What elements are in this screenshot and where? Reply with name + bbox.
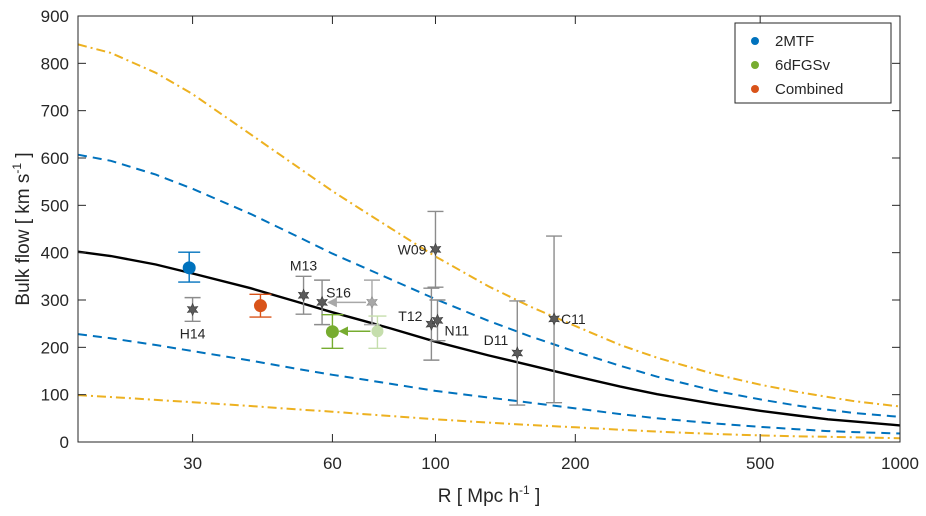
legend-label-2mtf: 2MTF	[775, 33, 814, 50]
x-tick-label-60: 60	[323, 454, 342, 473]
legend-label-combined: Combined	[775, 81, 843, 98]
literature-d11-label: D11	[484, 332, 509, 348]
curve-upper-1-sigma	[77, 153, 901, 418]
literature-s16-marker	[316, 295, 328, 310]
y-tick-label-800: 800	[41, 54, 69, 73]
point-combined-marker	[253, 299, 267, 313]
x-tick-label-500: 500	[746, 454, 774, 473]
literature-h14-marker	[186, 302, 199, 317]
curve-lower-1-sigma	[77, 333, 901, 435]
curve-upper-2-sigma	[77, 43, 901, 408]
y-tick-label-300: 300	[41, 291, 69, 310]
literature-n11-marker	[431, 313, 444, 328]
y-tick-label-0: 0	[60, 433, 69, 452]
y-axis-title: Bulk flow [ km s-1 ]	[10, 152, 34, 305]
literature-w09-marker	[429, 242, 442, 257]
literature-s16-label: S16	[326, 284, 351, 300]
legend: 2MTF 6dFGSv Combined	[734, 22, 892, 104]
y-tick-label-700: 700	[41, 102, 69, 121]
y-tick-label-100: 100	[41, 386, 69, 405]
curve-lower-2-sigma	[77, 394, 901, 440]
axes-box	[77, 15, 901, 443]
faded-point-6dfgsv-marker	[371, 325, 384, 338]
legend-label-6dfgsv: 6dFGSv	[775, 57, 831, 74]
literature-m13-marker	[297, 288, 310, 303]
y-tick-label-500: 500	[41, 196, 69, 215]
literature-c11-label: C11	[561, 311, 586, 327]
literature-c11-marker	[548, 312, 560, 326]
legend-marker-6dfgsv	[751, 61, 759, 69]
legend-marker-2mtf	[751, 37, 759, 45]
legend-box	[734, 22, 892, 104]
x-tick-label-200: 200	[561, 454, 589, 473]
x-tick-label-100: 100	[421, 454, 449, 473]
x-tick-label-30: 30	[183, 454, 202, 473]
literature-faded-s16-marker	[366, 295, 378, 310]
literature-t12-label: T12	[398, 308, 422, 324]
legend-marker-combined	[751, 85, 759, 93]
y-tick-label-200: 200	[41, 338, 69, 357]
x-axis-title: R [ Mpc h-1 ]	[438, 483, 541, 507]
literature-w09-label: W09	[398, 241, 427, 257]
curve-lcdm-mean	[77, 250, 901, 427]
literature-n11-label: N11	[444, 322, 469, 338]
literature-m13-label: M13	[290, 257, 317, 273]
literature-h14-label: H14	[180, 325, 206, 341]
x-tick-label-1000: 1000	[881, 454, 919, 473]
point-2mtf-marker	[182, 261, 196, 275]
literature-d11-marker	[511, 346, 524, 360]
y-tick-label-600: 600	[41, 149, 69, 168]
point-6dfgsv-marker	[325, 325, 339, 339]
y-tick-label-400: 400	[41, 244, 69, 263]
y-tick-label-900: 900	[41, 7, 69, 26]
